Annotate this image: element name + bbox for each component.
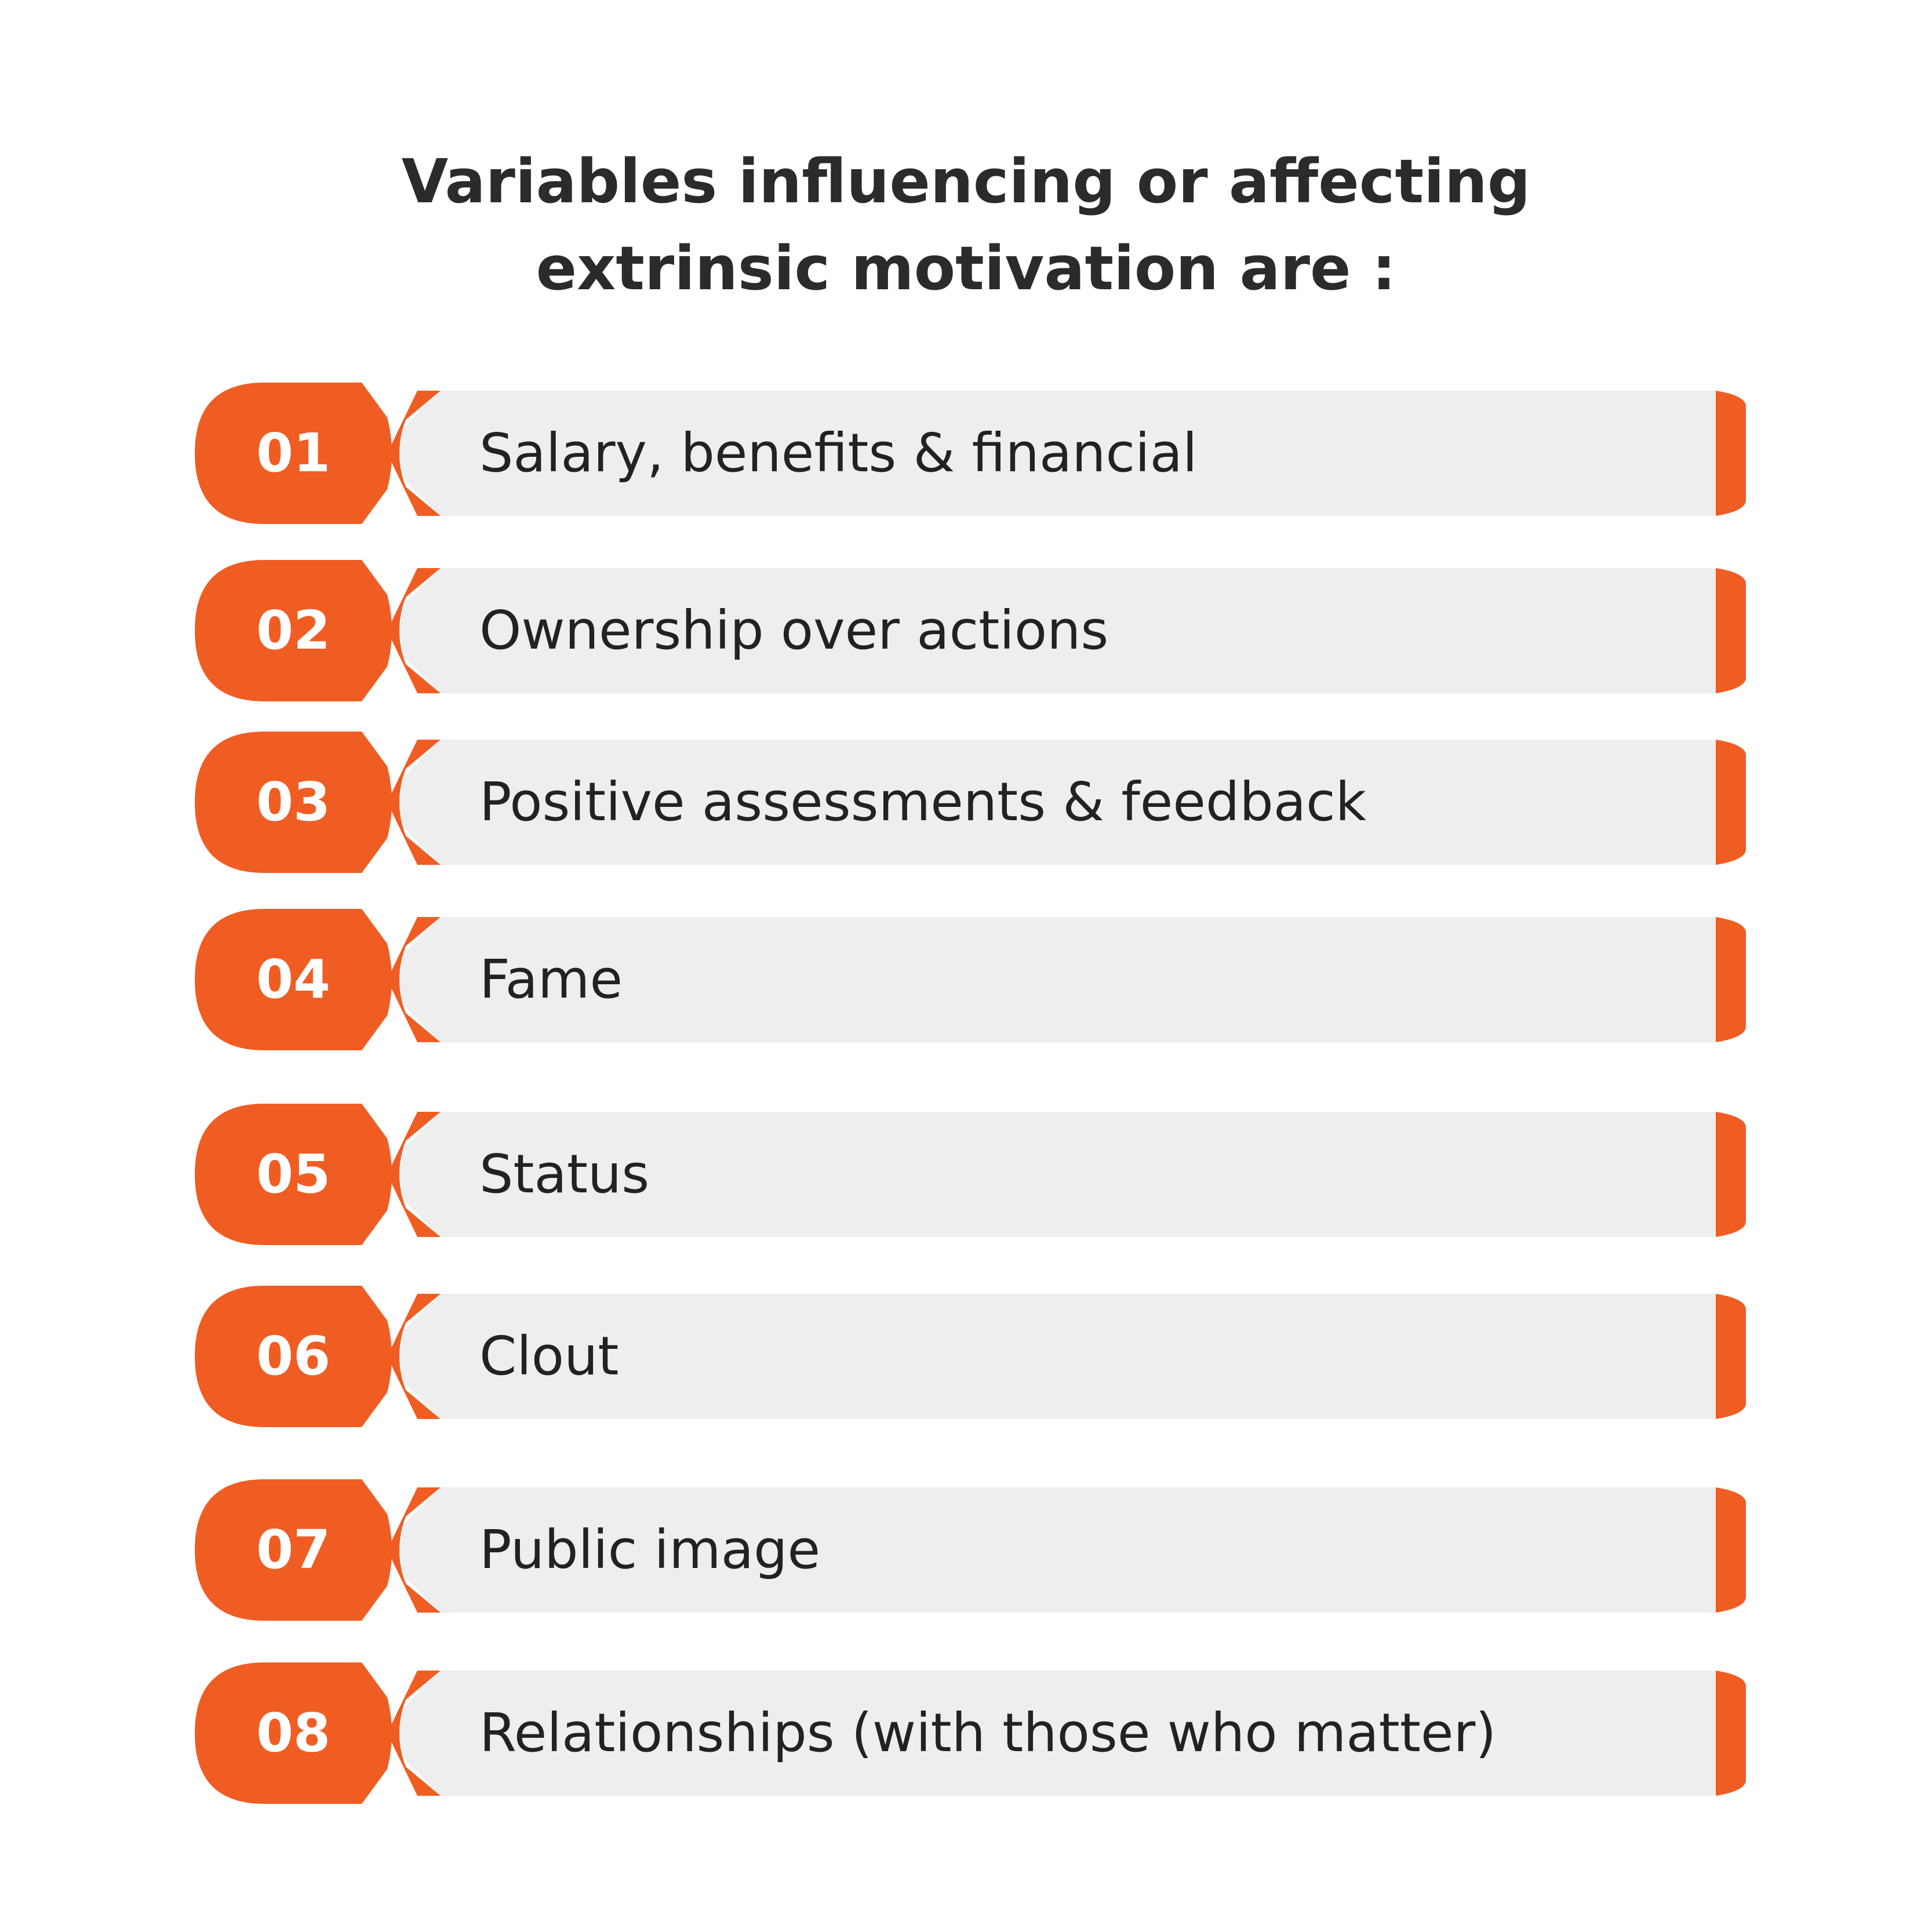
item-label: Ownership over actions (479, 599, 1109, 661)
item-bar (400, 568, 1716, 693)
item-label: Salary, benefits & financial (479, 422, 1198, 484)
number-badge (195, 1662, 392, 1804)
page-title: Variables influencing or affecting extri… (0, 138, 1932, 312)
item-end-cap (1716, 1487, 1746, 1613)
list-item-03: 03 Positive assessments & feedback (0, 732, 1932, 873)
item-bar (400, 1671, 1716, 1796)
item-bar (400, 1487, 1716, 1613)
list-item-08: 08 Relationships (with those who matter) (0, 1662, 1932, 1804)
item-number: 04 (256, 948, 331, 1010)
item-end-cap (1716, 1671, 1746, 1796)
item-label: Status (479, 1143, 650, 1205)
item-chevron-outer (387, 917, 441, 1042)
number-badge (195, 560, 392, 701)
item-number: 06 (256, 1325, 331, 1387)
list-item-shape (195, 1662, 1746, 1804)
item-chevron-outer (387, 391, 441, 516)
item-chevron-outer (387, 740, 441, 865)
item-label: Public image (479, 1519, 821, 1581)
item-number: 01 (256, 422, 331, 484)
item-number: 08 (256, 1702, 331, 1764)
item-end-cap (1716, 740, 1746, 865)
list-item-shape (195, 1104, 1746, 1245)
number-badge (195, 1479, 392, 1621)
number-badge (195, 1104, 392, 1245)
list-item-02: 02 Ownership over actions (0, 560, 1932, 701)
item-label: Fame (479, 948, 623, 1010)
item-bar (400, 917, 1716, 1042)
item-label: Relationships (with those who matter) (479, 1702, 1497, 1764)
item-label: Clout (479, 1325, 619, 1387)
title-line-2: extrinsic motivation are : (536, 233, 1396, 304)
item-end-cap (1716, 391, 1746, 516)
item-number: 03 (256, 771, 331, 833)
item-bar (400, 391, 1716, 516)
item-number: 02 (256, 599, 331, 661)
item-end-cap (1716, 1294, 1746, 1419)
item-bar (400, 740, 1716, 865)
list-item-shape (195, 383, 1746, 524)
list-item-01: 01 Salary, benefits & financial (0, 383, 1932, 524)
list-item-shape (195, 909, 1746, 1050)
list-item-shape (195, 1286, 1746, 1427)
list-item-05: 05 Status (0, 1104, 1932, 1245)
item-chevron-outer (387, 1487, 441, 1613)
number-badge (195, 383, 392, 524)
number-badge (195, 1286, 392, 1427)
list-item-07: 07 Public image (0, 1479, 1932, 1621)
item-chevron-outer (387, 1671, 441, 1796)
item-bar (400, 1112, 1716, 1237)
item-chevron-outer (387, 568, 441, 693)
item-end-cap (1716, 917, 1746, 1042)
item-chevron-outer (387, 1112, 441, 1237)
list-item-shape (195, 732, 1746, 873)
item-number: 05 (256, 1143, 331, 1205)
item-number: 07 (256, 1519, 331, 1581)
list-item-04: 04 Fame (0, 909, 1932, 1050)
list-item-shape (195, 1479, 1746, 1621)
list-item-shape (195, 560, 1746, 701)
item-end-cap (1716, 1112, 1746, 1237)
list-item-06: 06 Clout (0, 1286, 1932, 1427)
item-bar (400, 1294, 1716, 1419)
item-end-cap (1716, 568, 1746, 693)
number-badge (195, 732, 392, 873)
item-chevron-outer (387, 1294, 441, 1419)
title-line-1: Variables influencing or affecting (401, 146, 1531, 217)
item-label: Positive assessments & feedback (479, 771, 1366, 833)
number-badge (195, 909, 392, 1050)
